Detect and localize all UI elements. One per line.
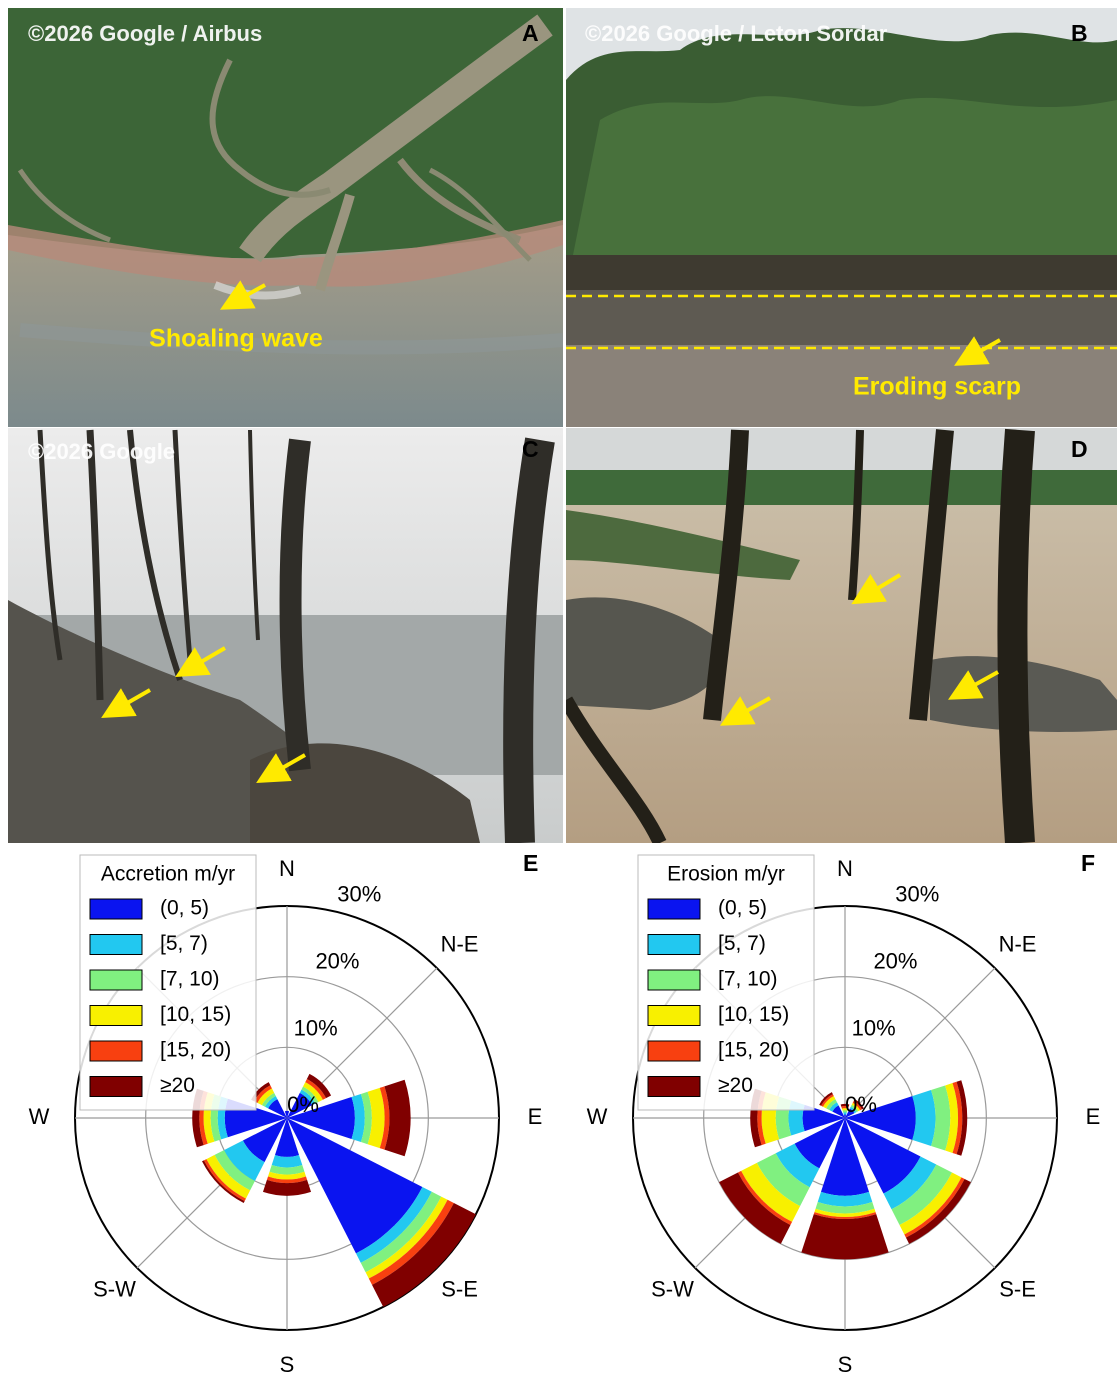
legend-swatch [90, 1041, 142, 1061]
panel-label: F [1081, 850, 1095, 876]
legend-swatch [90, 1077, 142, 1097]
legend-swatch [648, 970, 700, 990]
annotation: Shoaling wave [149, 325, 323, 353]
legend-swatch [90, 935, 142, 955]
figure: ©2026 Google / Airbus A Shoaling wave ©2… [0, 0, 1117, 1378]
direction-label: W [29, 1104, 50, 1129]
legend-title: Erosion m/yr [667, 863, 785, 886]
panel-label: B [1071, 20, 1088, 46]
rose-segment [801, 1214, 888, 1259]
r-tick-label: 10% [294, 1016, 338, 1041]
legend-label: ≥20 [160, 1074, 195, 1097]
panel-label: D [1071, 436, 1088, 462]
panel-label: A [522, 20, 539, 46]
legend-swatch [90, 970, 142, 990]
annotation: Eroding scarp [853, 373, 1021, 401]
r-tick-label: 10% [852, 1016, 896, 1041]
direction-label: S [280, 1352, 295, 1377]
legend-label: ≥20 [718, 1074, 753, 1097]
direction-label: S [838, 1352, 853, 1377]
direction-label: W [587, 1104, 608, 1129]
photo-a [8, 8, 563, 427]
legend-label: [15, 20) [718, 1039, 789, 1062]
direction-label: S-E [441, 1276, 478, 1301]
direction-label: N [279, 856, 295, 881]
direction-label: N-E [999, 931, 1037, 956]
photo-b [566, 8, 1117, 427]
legend-swatch [648, 935, 700, 955]
direction-label: N-E [441, 931, 479, 956]
legend-swatch [648, 899, 700, 919]
rose-segment [912, 1090, 935, 1146]
legend-swatch [648, 1006, 700, 1026]
legend-label: [10, 15) [718, 1003, 789, 1026]
legend-label: [10, 15) [160, 1003, 231, 1026]
legend-label: (0, 5) [160, 897, 209, 920]
legend-label: (0, 5) [718, 897, 767, 920]
legend-label: [5, 7) [718, 932, 766, 955]
r-tick-label: 20% [315, 948, 359, 973]
legend-swatch [90, 1006, 142, 1026]
legend-swatch [648, 1077, 700, 1097]
credit: ©2026 Google / Airbus [28, 21, 262, 46]
direction-label: E [1086, 1104, 1101, 1129]
legend-swatch [648, 1041, 700, 1061]
panel-label: E [523, 850, 538, 876]
direction-label: E [528, 1104, 543, 1129]
legend-label: [5, 7) [160, 932, 208, 955]
credit: ©2026 Google / Leton Sordar [585, 21, 888, 46]
legend-label: [7, 10) [718, 968, 778, 991]
photo-d [566, 428, 1117, 843]
r-tick-label: 20% [873, 948, 917, 973]
credit: ©2026 Google [28, 439, 175, 464]
direction-label: S-E [999, 1276, 1036, 1301]
legend-swatch [90, 899, 142, 919]
legend-title: Accretion m/yr [101, 863, 235, 886]
legend-label: [7, 10) [160, 968, 220, 991]
photo-c [8, 428, 563, 843]
r-tick-label: 30% [337, 881, 381, 906]
direction-label: N [837, 856, 853, 881]
panel-label: C [522, 436, 539, 462]
r-tick-label: 0% [845, 1092, 877, 1117]
r-tick-label: 0% [287, 1092, 319, 1117]
r-tick-label: 30% [895, 881, 939, 906]
direction-label: S-W [93, 1276, 136, 1301]
direction-label: S-W [651, 1276, 694, 1301]
legend-label: [15, 20) [160, 1039, 231, 1062]
